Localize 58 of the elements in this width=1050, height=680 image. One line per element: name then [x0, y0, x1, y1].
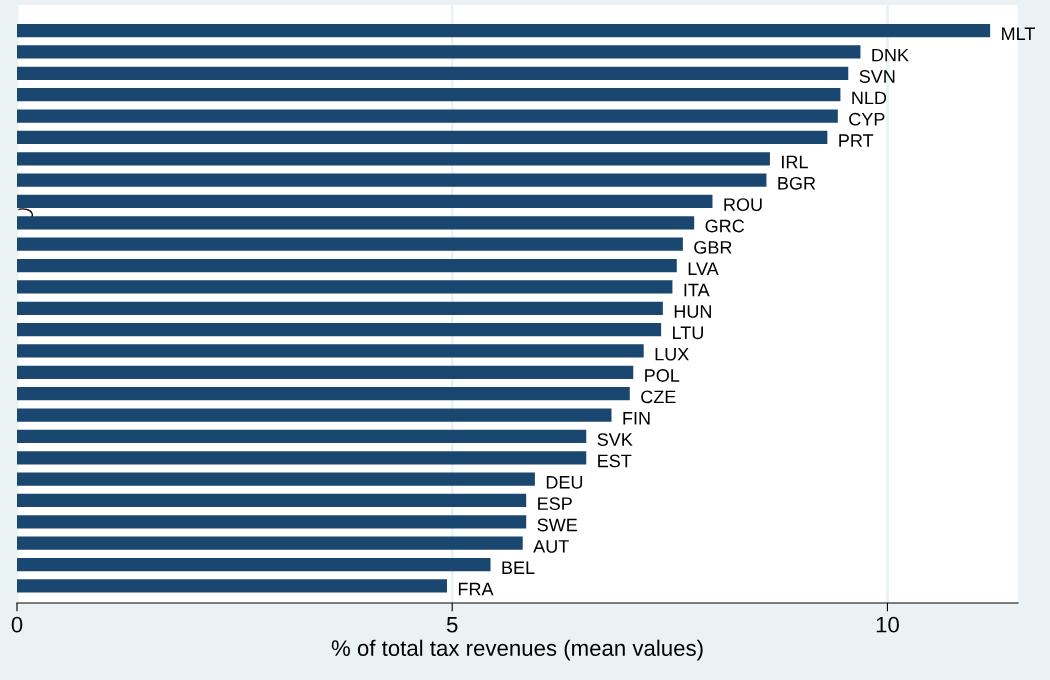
y-tick-label: SVN: [859, 70, 895, 83]
bar: [17, 579, 447, 593]
bar: [17, 536, 523, 550]
bar: [17, 258, 677, 273]
y-tick-label: SVK: [597, 433, 633, 446]
bar: [17, 365, 634, 379]
y-tick-label: MLT: [1002, 27, 1035, 40]
x-tick-label: 5: [446, 617, 458, 633]
x-tick-label: 0: [11, 616, 23, 633]
bar: [17, 130, 828, 145]
bar: [17, 109, 838, 123]
bar: [17, 88, 841, 102]
bar: [17, 237, 683, 251]
bar: [17, 451, 587, 465]
y-tick-label: CZE: [641, 390, 676, 404]
y-tick-label: HUN: [674, 305, 711, 318]
bar: [17, 24, 991, 38]
bar: [17, 45, 861, 59]
bar: [17, 280, 673, 294]
y-tick-label: CYP: [849, 112, 885, 126]
x-axis-title: % of total tax revenues (mean values): [331, 639, 703, 661]
y-tick-label: ESP: [538, 497, 572, 511]
y-tick-label: GRC: [705, 219, 745, 233]
bar: [17, 387, 630, 401]
y-tick-label: IRL: [782, 155, 808, 169]
y-tick-label: FRA: [458, 582, 494, 596]
y-tick-label: ITA: [684, 283, 710, 297]
bar: [17, 66, 849, 80]
y-tick-label: AUT: [533, 540, 569, 553]
x-tick-label: 10: [876, 616, 899, 633]
y-tick-label: EST: [598, 454, 632, 468]
bar: [17, 515, 527, 529]
y-tick-label: FIN: [623, 412, 650, 425]
y-tick-label: PRT: [839, 134, 874, 147]
bar: [17, 216, 695, 230]
y-tick-label: BEL: [502, 561, 535, 574]
bar: [17, 408, 612, 422]
y-tick-label: NLD: [852, 91, 887, 105]
y-tick-label: GBR: [694, 240, 732, 254]
y-tick-label: LTU: [673, 326, 703, 340]
bar: [17, 173, 767, 187]
bar: [17, 344, 644, 358]
bar: [17, 493, 527, 508]
y-tick-label: BGR: [778, 176, 816, 190]
y-tick-label: SWE: [537, 518, 577, 532]
bar: [17, 557, 491, 572]
y-tick-label: DEU: [546, 476, 583, 489]
bar: [17, 194, 713, 209]
bar: [17, 472, 535, 486]
bar: [17, 301, 663, 315]
bar: [17, 323, 662, 337]
bar: [17, 429, 587, 444]
y-tick-label: ROU: [724, 198, 762, 212]
y-tick-label: LVA: [688, 262, 719, 275]
y-tick-label: DNK: [872, 48, 909, 62]
y-tick-label: POL: [645, 369, 680, 382]
bar: [17, 152, 770, 166]
y-tick-label: LUX: [655, 347, 689, 361]
